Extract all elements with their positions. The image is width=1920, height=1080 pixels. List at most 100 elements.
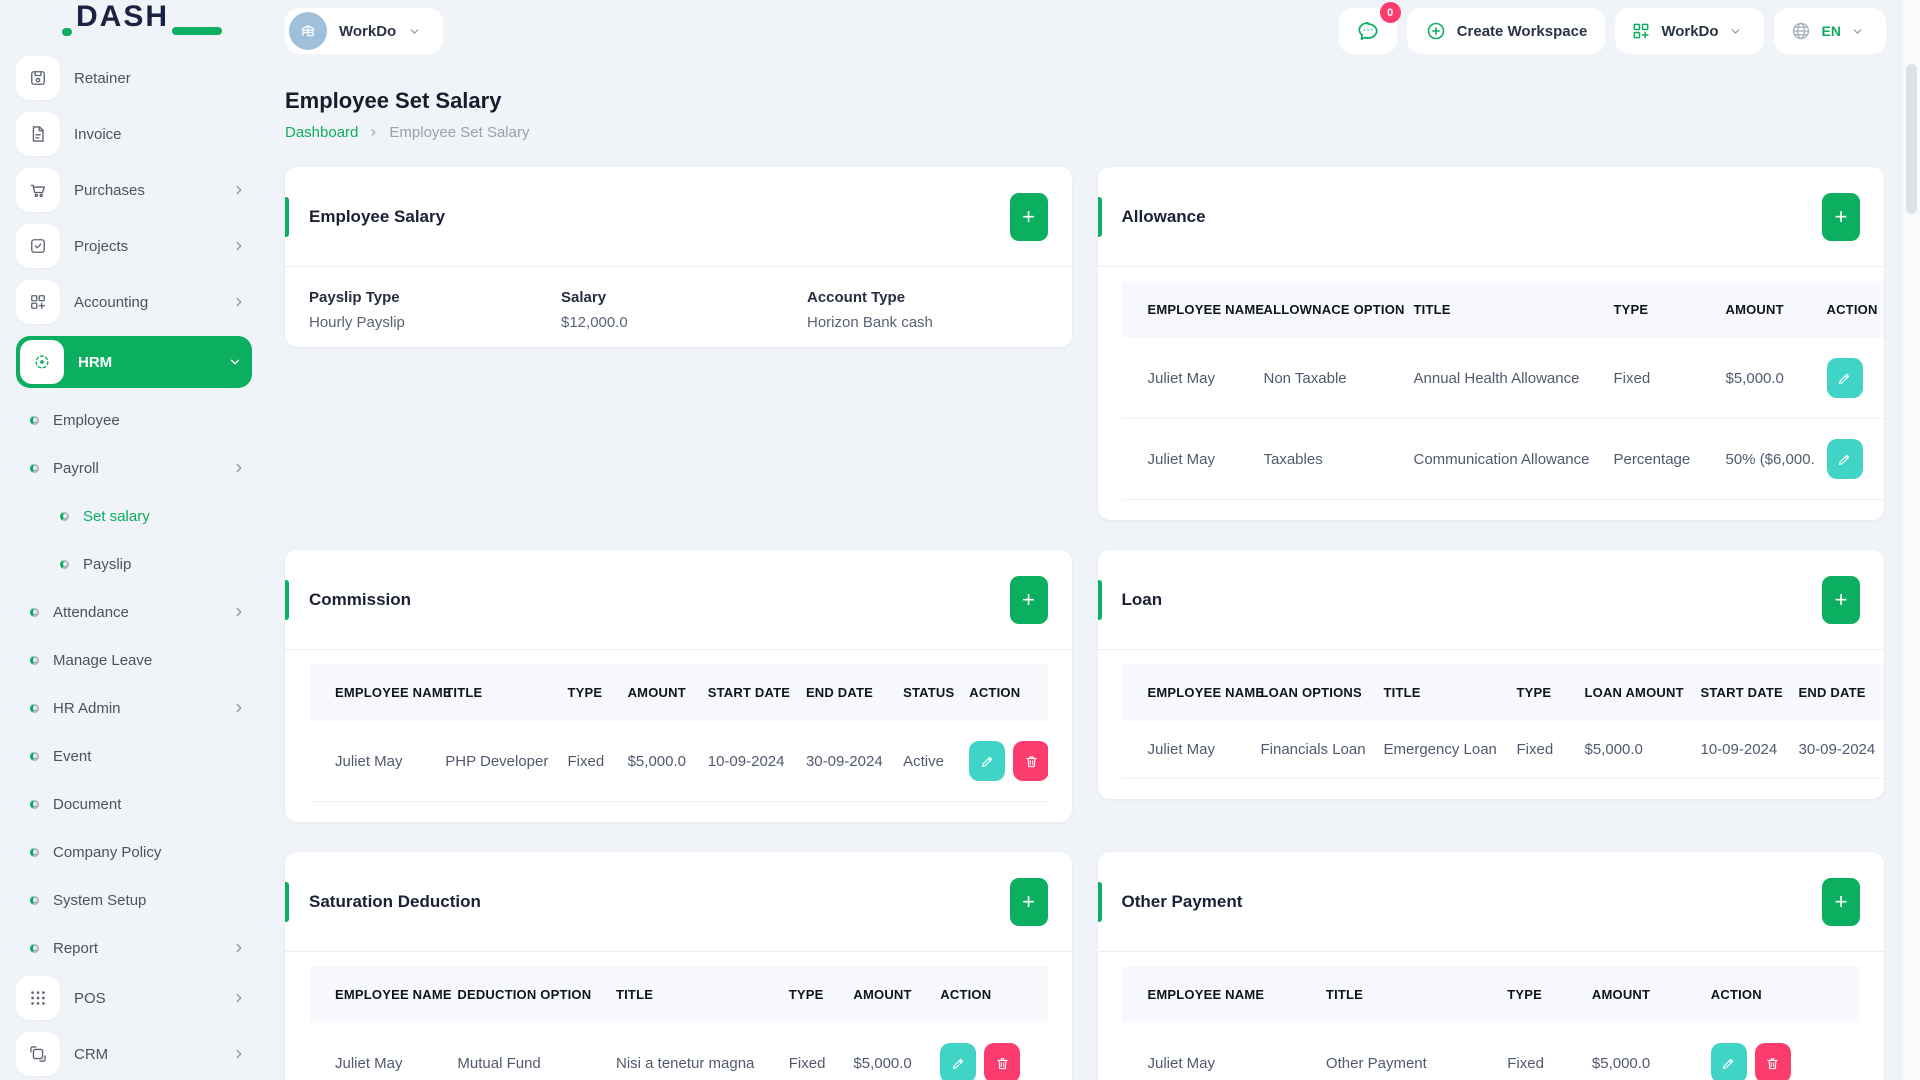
sidebar-item-label: Event: [53, 747, 92, 765]
table-cell: Nisi a tenetur magna: [603, 1023, 777, 1080]
table-cell: $5,000.0: [841, 1023, 929, 1080]
brand-logo[interactable]: DASH: [0, 0, 268, 36]
add-saturation-deduction-button[interactable]: +: [1009, 877, 1048, 926]
add-loan-button[interactable]: +: [1822, 575, 1860, 624]
employee-salary-card: Employee Salary + Payslip Type Hourly Pay…: [285, 167, 1072, 347]
edit-button[interactable]: [969, 741, 1006, 781]
column-header: DEDUCTION OPTION: [445, 966, 604, 1023]
bullet-icon: [60, 559, 69, 569]
workspace-switcher[interactable]: WorkDo: [285, 8, 444, 54]
bullet-icon: [30, 799, 39, 809]
workspace-avatar: [289, 12, 327, 50]
delete-button[interactable]: [1013, 741, 1048, 781]
action-cell: [1698, 1023, 1860, 1080]
edit-button[interactable]: [1826, 358, 1863, 398]
breadcrumb-dashboard-link[interactable]: Dashboard: [285, 124, 359, 141]
card-header: Employee Salary +: [285, 167, 1072, 267]
card-accent-bar: [285, 197, 289, 237]
sidebar-item-crm[interactable]: CRM: [16, 1032, 252, 1076]
commission-card: Commission + EMPLOYEE NAME TITLE TYPE AMOUN…: [285, 550, 1072, 822]
column-header: TITLE: [1313, 966, 1496, 1023]
sidebar-item-event[interactable]: Event: [16, 736, 252, 776]
sidebar-item-attendance[interactable]: Attendance: [16, 592, 252, 632]
column-header: EMPLOYEE NAME: [1121, 966, 1314, 1023]
sidebar-item-accounting[interactable]: Accounting: [16, 280, 252, 324]
sidebar-item-system-setup[interactable]: System Setup: [16, 880, 252, 920]
other-payment-card: Other Payment + EMPLOYEE NAME TITLE TYPE AM…: [1097, 852, 1884, 1080]
sidebar-item-company-policy[interactable]: Company Policy: [16, 832, 252, 872]
sidebar-item-report[interactable]: Report: [16, 928, 252, 968]
add-other-payment-button[interactable]: +: [1822, 877, 1860, 926]
table-cell: Taxables: [1251, 418, 1402, 500]
table-cell: 30-09-2024: [793, 721, 892, 802]
table-cell: Non Taxable: [1251, 338, 1402, 419]
data-table: EMPLOYEE NAME DEDUCTION OPTION TITLE TYPE AM…: [309, 966, 1048, 1080]
sidebar-item-payroll[interactable]: Payroll: [16, 448, 252, 488]
globe-icon: [1790, 20, 1812, 42]
sidebar-item-document[interactable]: Document: [16, 784, 252, 824]
delete-button[interactable]: [1754, 1043, 1791, 1080]
column-header: TYPE: [1504, 664, 1573, 721]
sidebar-item-label: Employee: [53, 411, 120, 429]
sidebar-item-label: Invoice: [74, 125, 122, 143]
column-header: ACTION: [1698, 966, 1860, 1023]
language-selector[interactable]: EN: [1773, 8, 1886, 54]
sidebar-item-hrm[interactable]: HRM: [16, 336, 252, 388]
salary-field: Account Type Horizon Bank cash: [807, 289, 1048, 331]
chevron-right-icon: [232, 183, 246, 197]
add-employee-salary-button[interactable]: +: [1009, 192, 1048, 241]
column-header: TYPE: [555, 664, 616, 721]
workspace-menu-button[interactable]: WorkDo: [1615, 8, 1764, 54]
sidebar-item-hr-admin[interactable]: HR Admin: [16, 688, 252, 728]
bullet-icon: [30, 463, 39, 473]
edit-button[interactable]: [1710, 1043, 1747, 1080]
sidebar-item-label: Report: [53, 939, 99, 957]
salary-field: Salary $12,000.0: [561, 289, 807, 331]
add-commission-button[interactable]: +: [1009, 575, 1048, 624]
sidebar-item-retainer[interactable]: Retainer: [16, 56, 252, 100]
chevron-down-icon: [1851, 25, 1864, 38]
table-row: Juliet May Mutual Fund Nisi a tenetur magn…: [309, 1023, 1048, 1080]
sidebar-item-label: CRM: [74, 1045, 109, 1063]
sidebar-item-projects[interactable]: Projects: [16, 224, 252, 268]
bullet-icon: [30, 751, 39, 761]
card-header: Loan +: [1097, 550, 1884, 650]
edit-button[interactable]: [1826, 439, 1863, 479]
sidebar-item-payslip[interactable]: Payslip: [16, 544, 252, 584]
column-header: LOAN OPTIONS: [1248, 664, 1372, 721]
card-header: Other Payment +: [1097, 852, 1884, 952]
action-cell: [1814, 338, 1884, 419]
edit-button[interactable]: [940, 1043, 977, 1080]
plus-icon: +: [1834, 888, 1848, 914]
sidebar-item-purchases[interactable]: Purchases: [16, 168, 252, 212]
add-allowance-button[interactable]: +: [1822, 192, 1860, 241]
messages-button[interactable]: 0: [1338, 2, 1401, 54]
create-workspace-button[interactable]: Create Workspace: [1406, 8, 1606, 54]
chat-bubble-icon: [1355, 18, 1381, 44]
page-scrollbar-thumb[interactable]: [1906, 64, 1917, 214]
column-header: START DATE: [1688, 664, 1787, 721]
allowance-card: Allowance + EMPLOYEE NAME ALLOWNACE OPTIO…: [1097, 167, 1884, 520]
sidebar-item-manage-leave[interactable]: Manage Leave: [16, 640, 252, 680]
sidebar-nav: Retainer Invoice Purchases Projects Accounti…: [0, 34, 268, 1080]
loan-card: Loan + EMPLOYEE NAME LOAN OPTIONS TITLE TYP…: [1097, 550, 1884, 799]
data-table: EMPLOYEE NAME TITLE TYPE AMOUNT START DATE EN…: [309, 664, 1048, 802]
bullet-icon: [30, 943, 39, 953]
crm-icon: [16, 1032, 60, 1076]
table-cell: Active: [891, 721, 958, 802]
sidebar-item-pos[interactable]: POS: [16, 976, 252, 1020]
table-row: Juliet May PHP Developer Fixed $5,000.0 10-0…: [309, 721, 1048, 802]
table-row: Juliet May Other Payment Fixed $5,000.0: [1121, 1023, 1860, 1080]
circled-plus-icon: [1425, 20, 1447, 42]
sidebar-item-invoice[interactable]: Invoice: [16, 112, 252, 156]
delete-button[interactable]: [984, 1043, 1021, 1080]
sidebar-item-set-salary[interactable]: Set salary: [16, 496, 252, 536]
bullet-icon: [30, 703, 39, 713]
sidebar-item-employee[interactable]: Employee: [16, 400, 252, 440]
table-cell: Mutual Fund: [445, 1023, 604, 1080]
card-title: Allowance: [1121, 206, 1206, 226]
column-header: AMOUNT: [841, 966, 929, 1023]
data-table: EMPLOYEE NAME ALLOWNACE OPTION TITLE TYPE AM…: [1121, 281, 1884, 500]
table-cell: Juliet May: [309, 721, 434, 802]
